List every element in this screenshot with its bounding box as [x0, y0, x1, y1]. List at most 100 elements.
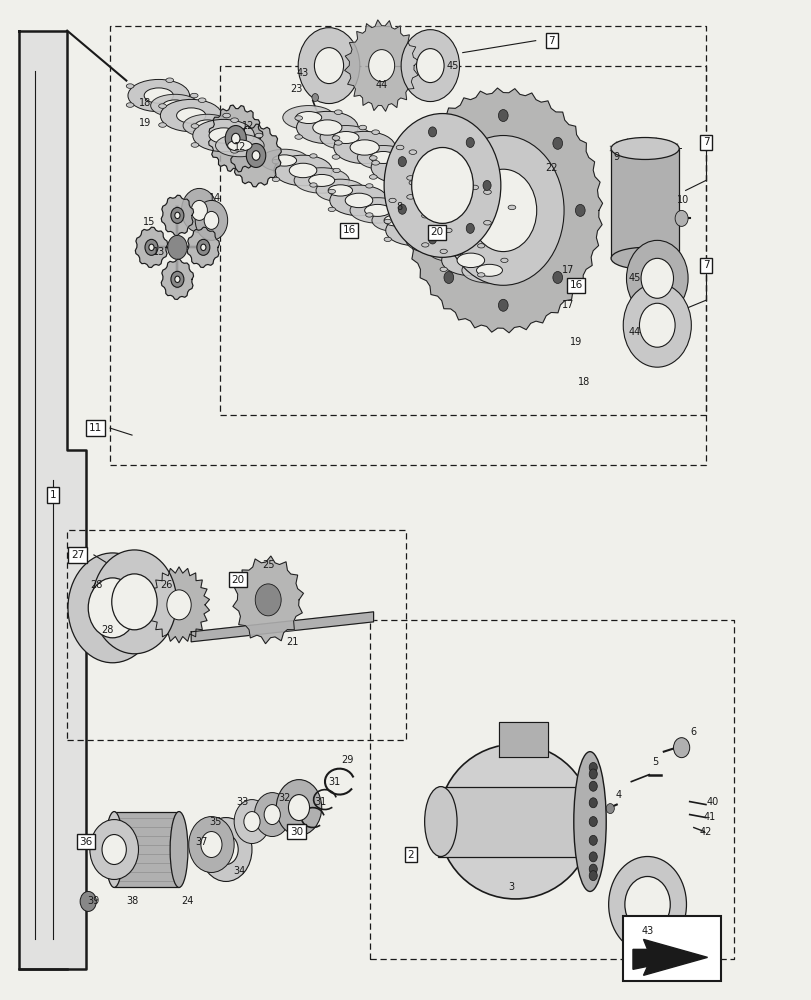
Ellipse shape — [105, 812, 123, 887]
Ellipse shape — [191, 143, 199, 147]
Circle shape — [311, 94, 318, 102]
Circle shape — [626, 240, 687, 316]
Text: 18: 18 — [139, 98, 151, 108]
Ellipse shape — [222, 113, 230, 118]
Text: 43: 43 — [641, 926, 653, 936]
Ellipse shape — [215, 134, 264, 157]
Circle shape — [254, 793, 290, 837]
Polygon shape — [403, 88, 602, 333]
Bar — [438, 787, 592, 857]
Ellipse shape — [260, 149, 308, 172]
Text: 7: 7 — [702, 260, 708, 270]
Ellipse shape — [477, 273, 484, 277]
Ellipse shape — [483, 190, 491, 194]
Text: 44: 44 — [628, 327, 640, 337]
Circle shape — [397, 157, 406, 167]
Text: 10: 10 — [676, 195, 689, 205]
Ellipse shape — [332, 155, 340, 159]
Circle shape — [170, 207, 183, 223]
Ellipse shape — [446, 200, 453, 205]
Text: 44: 44 — [375, 80, 388, 90]
Ellipse shape — [191, 124, 199, 128]
Ellipse shape — [255, 133, 263, 138]
Polygon shape — [161, 195, 193, 236]
Text: 30: 30 — [290, 827, 303, 837]
Circle shape — [174, 212, 180, 219]
Ellipse shape — [384, 215, 408, 226]
Circle shape — [589, 852, 597, 862]
Ellipse shape — [198, 129, 206, 133]
Text: 34: 34 — [234, 866, 246, 876]
Circle shape — [255, 584, 281, 616]
Text: 6: 6 — [690, 727, 696, 737]
Ellipse shape — [158, 123, 166, 127]
Text: 11: 11 — [88, 423, 102, 433]
Text: 41: 41 — [703, 812, 715, 822]
Text: 29: 29 — [341, 755, 354, 765]
Ellipse shape — [272, 159, 279, 164]
Text: 31: 31 — [315, 797, 327, 807]
Ellipse shape — [508, 205, 515, 210]
Text: 12: 12 — [242, 121, 254, 131]
Circle shape — [88, 578, 137, 638]
Ellipse shape — [272, 155, 296, 166]
Text: 23: 23 — [290, 84, 303, 94]
Bar — [623, 916, 719, 981]
Ellipse shape — [409, 181, 416, 185]
Polygon shape — [148, 567, 209, 643]
Circle shape — [411, 147, 473, 223]
Ellipse shape — [396, 145, 403, 150]
Circle shape — [252, 151, 260, 160]
Ellipse shape — [328, 185, 352, 196]
Ellipse shape — [332, 136, 340, 140]
Ellipse shape — [371, 209, 420, 232]
Circle shape — [552, 271, 562, 283]
Circle shape — [148, 244, 154, 251]
Circle shape — [225, 126, 246, 151]
Text: 45: 45 — [446, 61, 459, 71]
Circle shape — [589, 864, 597, 874]
Ellipse shape — [461, 200, 491, 215]
Circle shape — [428, 234, 436, 244]
Circle shape — [167, 590, 191, 620]
Text: 22: 22 — [545, 163, 557, 173]
Text: 32: 32 — [278, 793, 290, 803]
Circle shape — [80, 891, 97, 911]
Text: 19: 19 — [569, 337, 581, 347]
Ellipse shape — [192, 119, 254, 152]
Text: 17: 17 — [561, 265, 573, 275]
Polygon shape — [208, 105, 263, 172]
Ellipse shape — [424, 787, 457, 857]
Ellipse shape — [438, 744, 592, 899]
Circle shape — [589, 762, 597, 772]
Circle shape — [92, 550, 176, 654]
Ellipse shape — [294, 135, 303, 139]
Text: 15: 15 — [143, 217, 155, 227]
Circle shape — [575, 204, 585, 216]
Circle shape — [470, 169, 536, 252]
Ellipse shape — [408, 171, 470, 204]
Polygon shape — [191, 612, 373, 642]
Ellipse shape — [176, 108, 205, 123]
Text: 8: 8 — [396, 202, 402, 212]
Polygon shape — [499, 722, 547, 757]
Ellipse shape — [440, 245, 464, 256]
Circle shape — [68, 553, 157, 663]
Circle shape — [483, 180, 491, 190]
Ellipse shape — [334, 110, 341, 114]
Circle shape — [589, 871, 597, 881]
Ellipse shape — [371, 161, 379, 165]
Ellipse shape — [128, 79, 189, 112]
Circle shape — [102, 835, 127, 864]
Ellipse shape — [309, 183, 316, 187]
Ellipse shape — [358, 125, 367, 130]
Ellipse shape — [230, 149, 238, 153]
Text: 38: 38 — [126, 896, 138, 906]
Ellipse shape — [421, 243, 428, 247]
Ellipse shape — [158, 104, 166, 108]
Ellipse shape — [144, 88, 173, 103]
Ellipse shape — [126, 84, 134, 88]
Ellipse shape — [433, 165, 440, 170]
Ellipse shape — [195, 120, 219, 131]
Ellipse shape — [350, 198, 405, 223]
